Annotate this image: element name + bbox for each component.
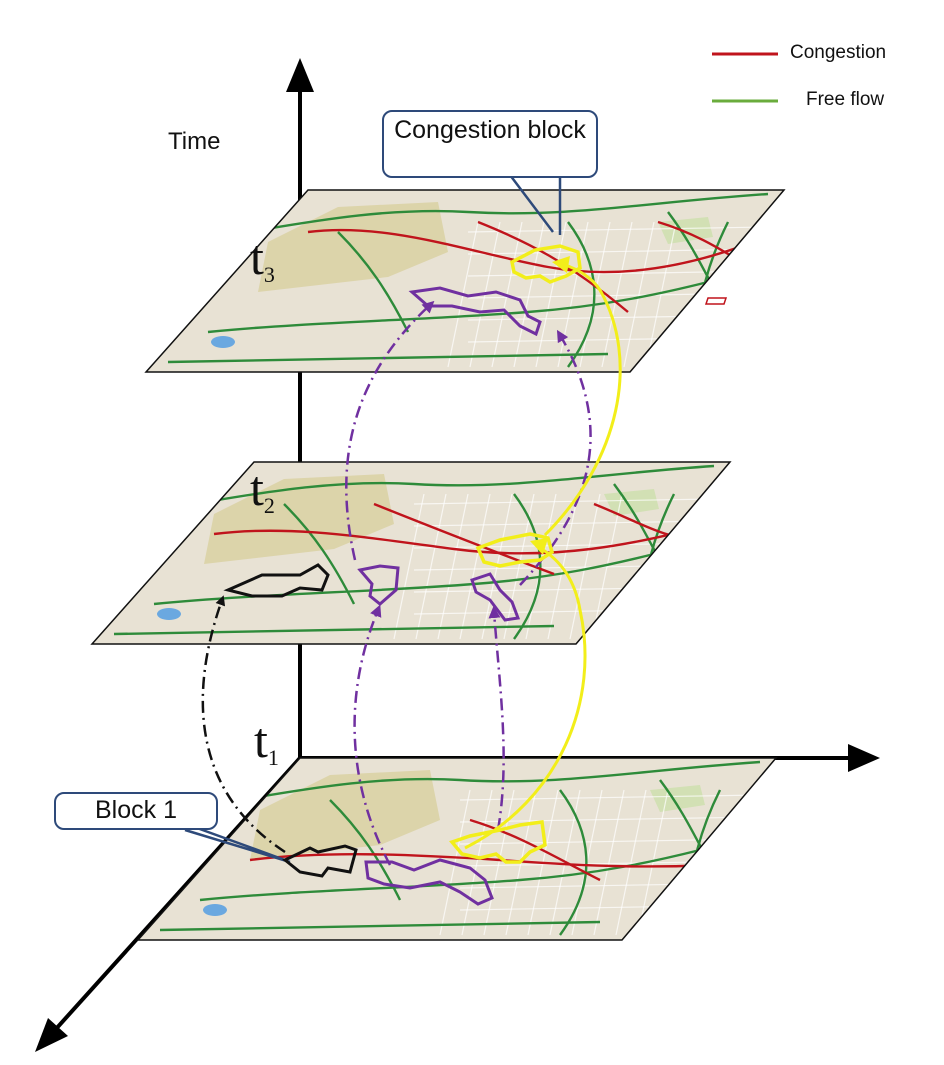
map-background — [146, 190, 784, 372]
free-flow-road — [153, 552, 655, 606]
minor-street — [615, 789, 647, 936]
yellow-transition-arrow-2 — [543, 262, 622, 537]
minor-street — [437, 493, 469, 640]
transition-arrows — [201, 256, 622, 866]
depth-axis-arrowhead — [35, 1018, 68, 1052]
free-flow-road — [283, 503, 356, 605]
block-black-t2 — [223, 563, 330, 598]
minor-street — [601, 221, 633, 368]
legend-congestion-label: Congestion — [790, 42, 887, 63]
congestion-blocks — [223, 244, 728, 906]
time-axis-arrowhead — [286, 58, 314, 92]
free-flow-road — [167, 352, 609, 364]
legend-lines — [712, 52, 778, 103]
minor-street — [415, 493, 447, 640]
yellow-arrowhead-2 — [552, 256, 570, 273]
congested-road — [307, 228, 779, 274]
map-layer-t3 — [144, 189, 786, 373]
minor-street — [467, 226, 769, 233]
legend-freeflow-label: Free flow — [806, 89, 885, 110]
minor-street — [569, 493, 601, 640]
lake — [157, 608, 181, 620]
layer-label-t1: t1 — [254, 715, 279, 775]
map-content-t3 — [146, 190, 784, 372]
map-layer-border — [144, 189, 786, 373]
minor-street — [593, 789, 625, 936]
yellow-block-t2 — [475, 532, 555, 568]
free-flow-road — [559, 789, 588, 936]
layer-label-t2: t2 — [250, 463, 275, 523]
purple-transition-arrow-3 — [345, 300, 435, 561]
minor-street — [459, 794, 761, 801]
free-flow-road — [567, 221, 596, 368]
minor-street — [459, 816, 761, 823]
free-flow-road — [329, 799, 402, 901]
free-flow-road — [113, 624, 555, 636]
congested-road — [477, 220, 629, 313]
block1-t1 — [282, 844, 358, 878]
purple-block-t3 — [408, 286, 542, 337]
map-content-t2 — [92, 462, 730, 644]
yellow-block-t1 — [449, 820, 547, 864]
time-axis-label: Time — [168, 128, 221, 155]
minor-street — [413, 520, 715, 527]
free-flow-road — [199, 848, 701, 902]
free-flow-road — [193, 464, 715, 506]
free-flow-road — [239, 760, 761, 802]
yellow-block-t3 — [510, 244, 582, 284]
park-area — [650, 785, 705, 812]
purple-transition-arrow-1 — [353, 604, 392, 866]
free-flow-road — [247, 192, 769, 234]
map-layer-border — [136, 757, 778, 941]
yellow-arrowhead-1 — [530, 538, 548, 555]
map-layer-t2 — [90, 461, 732, 645]
minor-street — [461, 789, 493, 936]
purple-transition-arrow-2 — [488, 606, 505, 831]
congested-road — [373, 502, 555, 576]
congestion-block-callout: Congestion block — [382, 110, 598, 178]
minor-street — [513, 221, 545, 368]
yellow-transition-arrow-1 — [464, 546, 587, 850]
minor-street — [467, 248, 769, 255]
minor-street — [459, 493, 491, 640]
park-area — [604, 489, 659, 516]
minor-street — [483, 789, 515, 936]
small-red-block-t3 — [704, 297, 728, 305]
layer-label-t3-base: t — [250, 229, 264, 285]
layer-label-t1-base: t — [254, 712, 268, 768]
map-background — [92, 462, 730, 644]
minor-street — [393, 493, 425, 640]
layer-label-t1-sub: 1 — [267, 745, 279, 770]
congested-road — [213, 522, 715, 555]
lake — [211, 336, 235, 348]
congested-road — [249, 853, 761, 868]
x-axis-arrowhead — [848, 744, 880, 772]
layer-label-t3: t3 — [250, 232, 275, 292]
block1-callout: Block 1 — [54, 792, 218, 830]
layer-label-t2-base: t — [250, 460, 264, 516]
free-flow-road — [159, 920, 601, 932]
layer-label-t2-sub: 2 — [263, 493, 275, 518]
purple-block-t2-a — [357, 564, 400, 606]
purple-block-t1 — [364, 858, 494, 906]
free-flow-road — [207, 280, 709, 334]
minor-street — [623, 221, 655, 368]
free-flow-road — [337, 231, 410, 333]
lake — [203, 904, 227, 916]
black-transition-arrow — [201, 595, 286, 854]
minor-street — [413, 498, 715, 505]
layer-label-t3-sub: 3 — [263, 262, 275, 287]
congestion-block-pointer — [509, 174, 562, 235]
map-layer-border — [90, 461, 732, 645]
purple-block-t2-b — [470, 572, 521, 622]
